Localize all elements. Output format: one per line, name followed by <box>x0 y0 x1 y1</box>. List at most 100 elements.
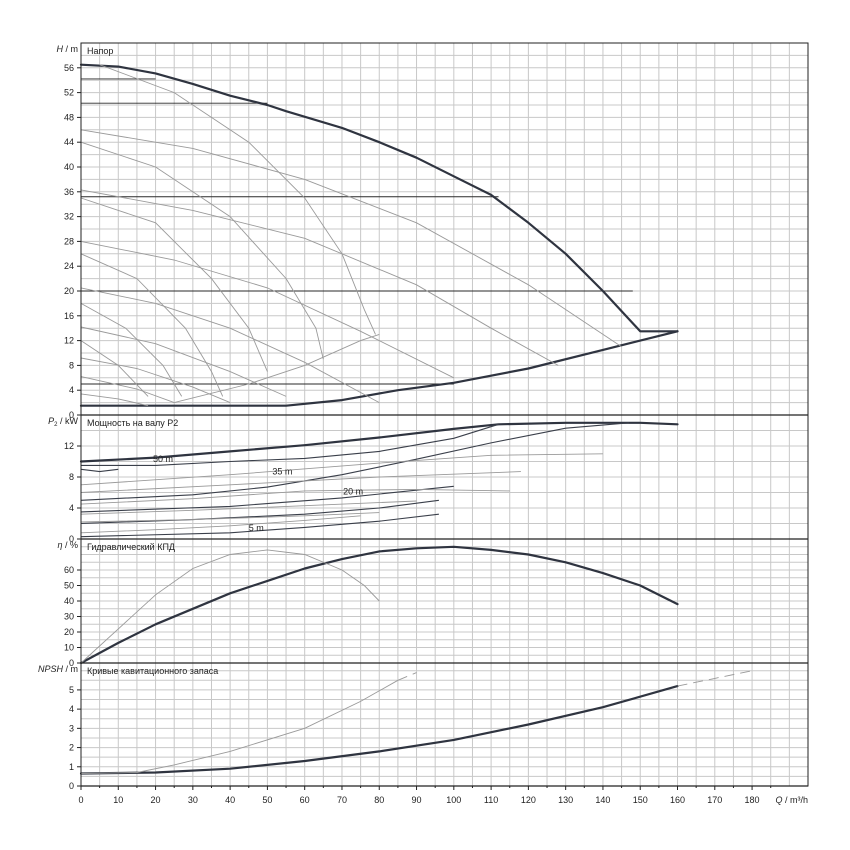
head-curve-14 <box>80 303 183 397</box>
eta-ytick-label: 0 <box>69 658 74 668</box>
head-ytick-label: 52 <box>64 88 74 98</box>
power-ylabel-symbol: P <box>48 416 54 426</box>
x-tick-label: 30 <box>188 795 198 805</box>
x-tick-label: 150 <box>633 795 648 805</box>
npsh-ytick-label: 2 <box>69 743 74 753</box>
power-curve-2 <box>80 468 119 473</box>
head-curve-2 <box>80 129 622 348</box>
power-curve-0 <box>79 421 679 463</box>
head-curve-5 <box>80 287 380 403</box>
power-curve-1 <box>81 423 499 466</box>
x-tick-label: 180 <box>745 795 760 805</box>
x-tick-label: 90 <box>412 795 422 805</box>
head-curve-3 <box>80 189 559 366</box>
head-ylabel: H / m <box>57 44 79 54</box>
head-ytick-label: 12 <box>64 336 74 346</box>
curves-layer <box>79 63 753 775</box>
head-curve-13 <box>80 253 224 397</box>
npsh-ylabel-unit: / m <box>63 664 78 674</box>
power-curve-annotation: 35 m <box>272 467 292 477</box>
head-curve-15 <box>80 340 149 397</box>
x-tick-label: 60 <box>300 795 310 805</box>
power-curve-11 <box>80 512 380 523</box>
npsh-ytick-label: 3 <box>69 723 74 733</box>
power-ylabel-subscript: 2 <box>54 422 58 428</box>
head-ylabel-symbol: H <box>57 44 64 54</box>
x-tick-label: 20 <box>151 795 161 805</box>
power-ytick-label: 0 <box>69 534 74 544</box>
x-tick-label: 130 <box>558 795 573 805</box>
x-tick-label: 10 <box>113 795 123 805</box>
head-ytick-label: 8 <box>69 360 74 370</box>
head-ytick-label: 20 <box>64 286 74 296</box>
x-tick-label: 170 <box>707 795 722 805</box>
power-curve-12 <box>80 515 361 534</box>
power-curve-annotation: 20 m <box>343 487 363 497</box>
head-curve-8 <box>80 376 175 404</box>
head-ytick-label: 32 <box>64 212 74 222</box>
eta-curve-1 <box>80 549 380 664</box>
power-ylabel: P2 / kW <box>48 416 78 428</box>
head-ytick-label: 24 <box>64 261 74 271</box>
head-ylabel-unit: / m <box>63 44 78 54</box>
head-ytick-label: 48 <box>64 112 74 122</box>
x-tick-label: 50 <box>262 795 272 805</box>
x-axis-label-symbol: Q <box>775 795 782 805</box>
x-tick-label: 140 <box>595 795 610 805</box>
eta-ylabel-unit: / % <box>62 540 78 550</box>
head-curve-4 <box>80 240 455 379</box>
head-curve-0 <box>79 63 679 333</box>
npsh-ytick-label: 4 <box>69 704 74 714</box>
eta-ylabel: η / % <box>57 540 78 550</box>
eta-ytick-label: 40 <box>64 596 74 606</box>
plot-frame <box>80 42 809 787</box>
head-curve-12 <box>80 197 268 372</box>
power-curve-4 <box>80 485 454 513</box>
x-tick-label: 100 <box>446 795 461 805</box>
x-tick-label: 0 <box>78 795 83 805</box>
x-axis-label-unit: / m³/h <box>782 795 808 805</box>
npsh-ytick-label: 5 <box>69 685 74 695</box>
head-ytick-label: 0 <box>69 410 74 420</box>
head-ytick-label: 4 <box>69 385 74 395</box>
x-tick-label: 40 <box>225 795 235 805</box>
head-ytick-label: 28 <box>64 236 74 246</box>
power-ytick-label: 12 <box>64 441 74 451</box>
power-ytick-label: 8 <box>69 472 74 482</box>
head-curve-10 <box>99 64 376 335</box>
npsh-ylabel-symbol: NPSH <box>38 664 64 674</box>
x-axis-label: Q / m³/h <box>775 795 808 805</box>
power-ytick-label: 4 <box>69 503 74 513</box>
x-tick-label: 120 <box>521 795 536 805</box>
power-curve-6 <box>80 513 439 538</box>
npsh-panel-title: Кривые кавитационного запаса <box>87 666 218 676</box>
eta-ytick-label: 60 <box>64 565 74 575</box>
power-curve-9 <box>80 488 510 505</box>
eta-curve-0 <box>79 545 679 665</box>
power-curve-annotation: 5 m <box>249 523 264 533</box>
head-ytick-label: 44 <box>64 137 74 147</box>
power-curve-10 <box>80 500 417 515</box>
eta-ytick-label: 10 <box>64 643 74 653</box>
head-curve-16 <box>174 333 380 404</box>
head-curve-9 <box>80 393 149 407</box>
x-tick-label: 70 <box>337 795 347 805</box>
eta-ylabel-symbol: η <box>57 540 62 550</box>
frame-layer <box>77 42 809 790</box>
head-ytick-label: 16 <box>64 311 74 321</box>
npsh-curve-0 <box>79 685 679 775</box>
power-curve-5 <box>80 499 439 525</box>
head-curve-1 <box>79 330 679 407</box>
eta-panel-title: Гидравлический КПД <box>87 542 175 552</box>
power-ylabel-unit: / kW <box>58 416 79 426</box>
head-panel-title: Напор <box>87 46 113 56</box>
head-ytick-label: 36 <box>64 187 74 197</box>
head-ytick-label: 40 <box>64 162 74 172</box>
npsh-ytick-label: 0 <box>69 781 74 791</box>
power-curve-7 <box>80 453 603 486</box>
eta-ytick-label: 30 <box>64 612 74 622</box>
npsh-curve-3 <box>677 670 753 687</box>
power-curve-8 <box>80 471 521 493</box>
